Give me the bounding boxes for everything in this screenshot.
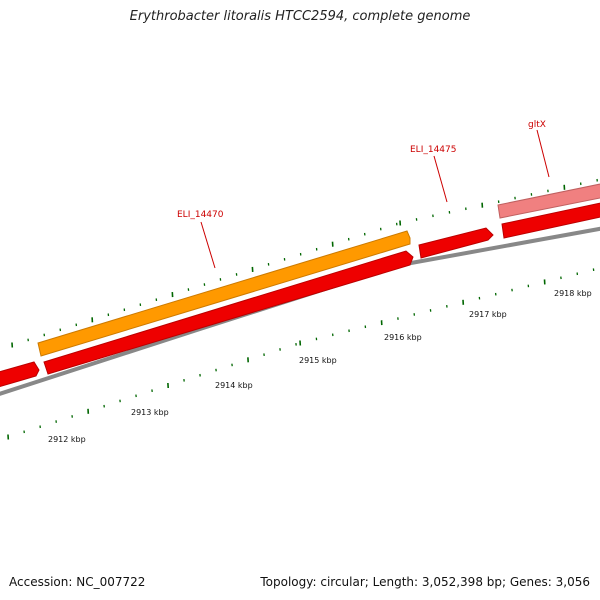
gene-label-eli-14470[interactable]: ELI_14470 xyxy=(177,210,224,220)
upper-ticks xyxy=(11,178,598,348)
leader-gltx xyxy=(536,129,550,178)
gene-arrow-left-fragment[interactable] xyxy=(0,361,40,388)
scale-label-2915: 2915 kbp xyxy=(299,356,337,365)
scale-ticks xyxy=(7,268,595,440)
orange-feature[interactable] xyxy=(37,230,411,357)
genome-backbone xyxy=(0,226,600,396)
gene-arrow-eli-14475[interactable] xyxy=(418,227,494,259)
gene-features xyxy=(0,182,600,388)
leader-eli-14475 xyxy=(433,155,448,203)
leader-eli-14470 xyxy=(200,221,216,269)
pink-feature[interactable] xyxy=(497,182,600,219)
scale-label-2916: 2916 kbp xyxy=(384,333,422,342)
scale-label-2913: 2913 kbp xyxy=(131,408,169,417)
genome-summary: Topology: circular; Length: 3,052,398 bp… xyxy=(260,575,590,589)
gene-arrow-eli-14470[interactable] xyxy=(43,250,414,375)
gene-label-eli-14475[interactable]: ELI_14475 xyxy=(410,145,457,155)
accession-label: Accession: NC_007722 xyxy=(9,575,146,589)
scale-label-2917: 2917 kbp xyxy=(469,310,507,319)
gene-label-gltx[interactable]: gltX xyxy=(528,120,546,130)
map-title: Erythrobacter litoralis HTCC2594, comple… xyxy=(129,9,471,24)
scale-label-2914: 2914 kbp xyxy=(215,381,253,390)
gene-arrow-gltx[interactable] xyxy=(501,201,600,239)
scale-label-2912: 2912 kbp xyxy=(48,435,86,444)
scale-label-2918: 2918 kbp xyxy=(554,289,592,298)
